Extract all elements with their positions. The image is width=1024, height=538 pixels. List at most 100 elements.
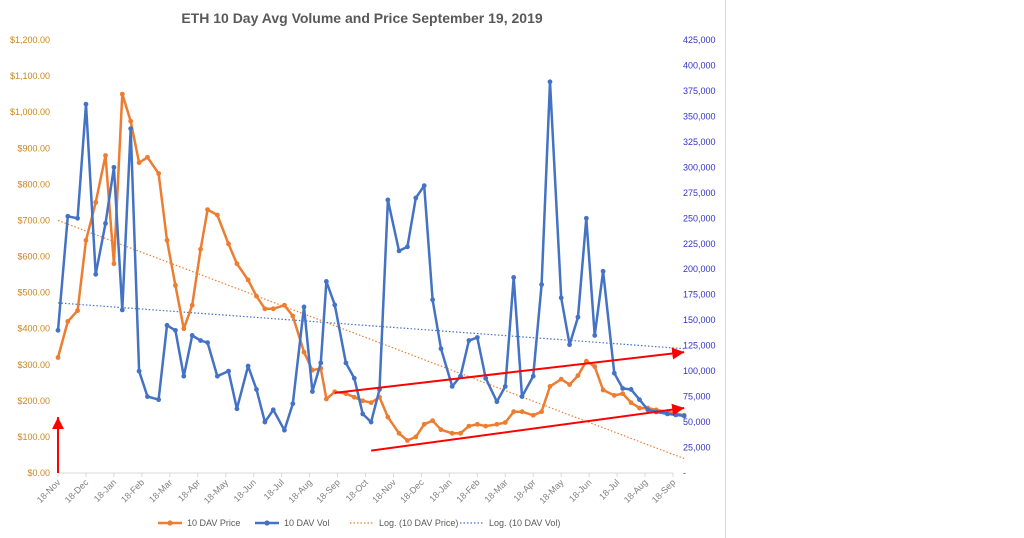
point-series-1: [262, 419, 268, 425]
point-series-0: [128, 118, 134, 124]
point-series-0: [254, 293, 259, 299]
point-series-0: [438, 427, 444, 433]
point-series-0: [55, 355, 61, 360]
x-tick-label: 18-Jun: [567, 477, 594, 504]
x-tick-label: 18-Jul: [262, 477, 286, 501]
legend-label-2: Log. (10 DAV Price): [379, 518, 458, 528]
point-series-0: [413, 434, 419, 440]
chart-svg: ETH 10 Day Avg Volume and Price Septembe…: [10, 10, 716, 528]
point-series-0: [483, 423, 489, 429]
point-series-1: [385, 197, 391, 203]
point-series-0: [458, 430, 463, 436]
point-series-0: [396, 430, 402, 436]
point-series-1: [673, 412, 679, 418]
point-series-1: [511, 274, 517, 280]
y-right-tick-label: 300,000: [683, 162, 716, 172]
point-series-0: [282, 302, 287, 308]
y-left-tick-label: $600.00: [17, 252, 50, 262]
point-series-1: [75, 215, 80, 221]
point-series-1: [205, 340, 210, 345]
point-series-1: [270, 407, 276, 413]
point-series-0: [156, 171, 162, 176]
x-tick-label: 18-Mar: [147, 477, 174, 504]
point-series-0: [119, 91, 125, 97]
legend-label-3: Log. (10 DAV Vol): [489, 518, 560, 528]
point-series-0: [205, 207, 210, 212]
y-left-tick-label: $1,100.00: [10, 71, 50, 81]
y-right-tick-label: 275,000: [683, 188, 716, 198]
point-series-1: [254, 387, 259, 392]
y-right-tick-label: 225,000: [683, 239, 716, 249]
point-series-0: [519, 409, 525, 415]
point-series-1: [575, 314, 581, 320]
point-series-1: [318, 360, 324, 366]
y-left-tick-label: $0.00: [27, 468, 50, 478]
y-right-tick-label: 50,000: [683, 417, 711, 427]
point-series-0: [164, 237, 170, 243]
point-series-1: [421, 183, 427, 189]
point-series-0: [75, 308, 80, 314]
x-tick-label: 18-Sep: [650, 477, 678, 505]
point-series-0: [466, 423, 472, 429]
point-series-0: [136, 160, 142, 166]
point-series-1: [65, 213, 71, 219]
y-right-tick-label: 200,000: [683, 264, 716, 274]
y-right-tick-label: 25,000: [683, 443, 711, 453]
point-series-1: [665, 411, 670, 417]
y-left-tick-label: $400.00: [17, 324, 50, 334]
x-tick-label: 18-Apr: [511, 477, 537, 503]
x-tick-label: 18-Feb: [454, 477, 481, 504]
point-series-0: [93, 199, 99, 205]
point-series-0: [502, 420, 508, 425]
point-series-1: [494, 399, 500, 405]
point-series-1: [502, 384, 508, 389]
point-series-1: [547, 79, 553, 85]
legend-layer: 10 DAV Price 10 DAV Vol Log. (10 DAV Price…: [158, 518, 560, 528]
point-series-1: [438, 346, 444, 352]
point-series-1: [214, 373, 220, 379]
point-series-1: [83, 101, 89, 107]
y-right-tick-label: 325,000: [683, 137, 716, 147]
point-series-1: [681, 413, 687, 419]
point-series-1: [301, 304, 307, 310]
point-series-1: [583, 215, 589, 221]
point-series-1: [368, 419, 374, 425]
point-series-0: [592, 364, 598, 369]
point-series-1: [430, 297, 435, 303]
legend-label-1: 10 DAV Vol: [284, 518, 329, 528]
point-series-0: [181, 326, 187, 332]
point-series-1: [567, 342, 572, 348]
y-left-tick-label: $1,000.00: [10, 107, 50, 117]
point-series-1: [620, 386, 626, 391]
chart-title: ETH 10 Day Avg Volume and Price Septembe…: [181, 10, 543, 26]
point-series-0: [301, 349, 307, 355]
point-series-0: [430, 418, 435, 424]
point-series-0: [611, 393, 617, 398]
point-series-0: [83, 237, 89, 243]
point-series-0: [539, 409, 545, 415]
red-arrow-0: [334, 347, 685, 394]
point-series-1: [396, 248, 402, 254]
trendline-series-3: [57, 302, 685, 350]
x-tick-label: 18-Jan: [427, 477, 454, 504]
point-series-0: [262, 306, 268, 312]
y-right-tick-label: 150,000: [683, 315, 716, 325]
x-tick-label: 18-May: [202, 477, 231, 506]
point-series-1: [189, 333, 195, 338]
point-series-1: [600, 268, 606, 274]
point-series-1: [290, 401, 296, 407]
point-series-0: [567, 382, 572, 387]
point-series-1: [611, 370, 617, 376]
x-tick-label: 18-Nov: [370, 477, 398, 505]
point-series-0: [189, 302, 195, 308]
y-right-tick-label: 400,000: [683, 60, 716, 70]
x-tick-label: 18-Sep: [314, 477, 342, 505]
point-series-1: [323, 279, 329, 284]
point-series-0: [226, 241, 231, 247]
y-right-tick-label: 425,000: [683, 35, 716, 45]
point-series-1: [474, 335, 480, 340]
y-right-tick-label: 125,000: [683, 341, 716, 351]
x-tick-label: 18-Oct: [344, 477, 371, 504]
point-series-0: [405, 438, 410, 443]
point-series-0: [145, 154, 150, 160]
